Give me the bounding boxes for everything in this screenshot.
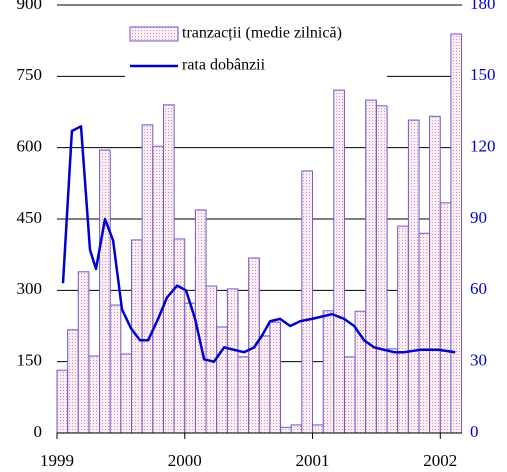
- legend: tranzacții (medie zilnică) rata dobânzii: [125, 20, 387, 82]
- legend-label: rata dobânzii: [182, 57, 266, 74]
- bar: [365, 99, 377, 434]
- bar: [88, 355, 101, 434]
- bar: [258, 335, 271, 434]
- line: [61, 125, 456, 363]
- y-tick-label: 900: [17, 0, 43, 13]
- bar: [141, 124, 154, 434]
- x-tick-label: 2002: [423, 451, 457, 470]
- x-tick-label: 1999: [40, 451, 74, 470]
- x-tick-label: 2001: [296, 451, 330, 470]
- y2-tick-label: 90: [470, 208, 487, 227]
- x-tick-label: 2000: [168, 451, 202, 470]
- bar: [77, 271, 90, 434]
- y2-tick-label: 60: [470, 279, 487, 298]
- bar: [184, 302, 196, 434]
- bar: [290, 424, 303, 434]
- bar: [397, 225, 409, 434]
- y2-tick-label: 30: [470, 351, 487, 370]
- y2-tick-label: 0: [470, 422, 479, 441]
- bar: [301, 170, 313, 434]
- bar: [312, 424, 324, 434]
- bar: [173, 238, 186, 434]
- bar: [344, 356, 356, 434]
- bar: [237, 356, 250, 434]
- y-tick-label: 150: [17, 351, 43, 370]
- bar: [67, 329, 79, 434]
- bar: [99, 149, 111, 434]
- y-tick-label: 750: [17, 65, 43, 84]
- y2-tick-label: 120: [470, 137, 496, 156]
- y2-tick-label: 150: [470, 65, 496, 84]
- bar: [109, 304, 122, 434]
- y-tick-label: 0: [34, 422, 43, 441]
- y-tick-label: 450: [17, 208, 43, 227]
- bar: [375, 105, 388, 434]
- legend-label: tranzacții (medie zilnică): [182, 25, 342, 42]
- y-tick-label: 600: [17, 137, 43, 156]
- bar: [162, 104, 175, 434]
- bar: [322, 310, 335, 434]
- bar: [194, 209, 207, 434]
- bar: [429, 115, 441, 434]
- bar: [450, 33, 463, 434]
- bar: [226, 288, 239, 434]
- y-tick-label: 300: [17, 279, 43, 298]
- bar: [439, 202, 452, 434]
- bar: [418, 232, 431, 434]
- bar: [386, 348, 399, 434]
- bar: [280, 426, 292, 434]
- bar: [56, 369, 69, 434]
- bar: [407, 119, 420, 434]
- bar: [120, 353, 133, 434]
- bar: [269, 321, 282, 434]
- bar: [152, 145, 165, 434]
- bar: [216, 326, 228, 434]
- y2-tick-label: 180: [470, 0, 496, 13]
- bar: [333, 89, 345, 434]
- legend-swatch: [129, 26, 179, 42]
